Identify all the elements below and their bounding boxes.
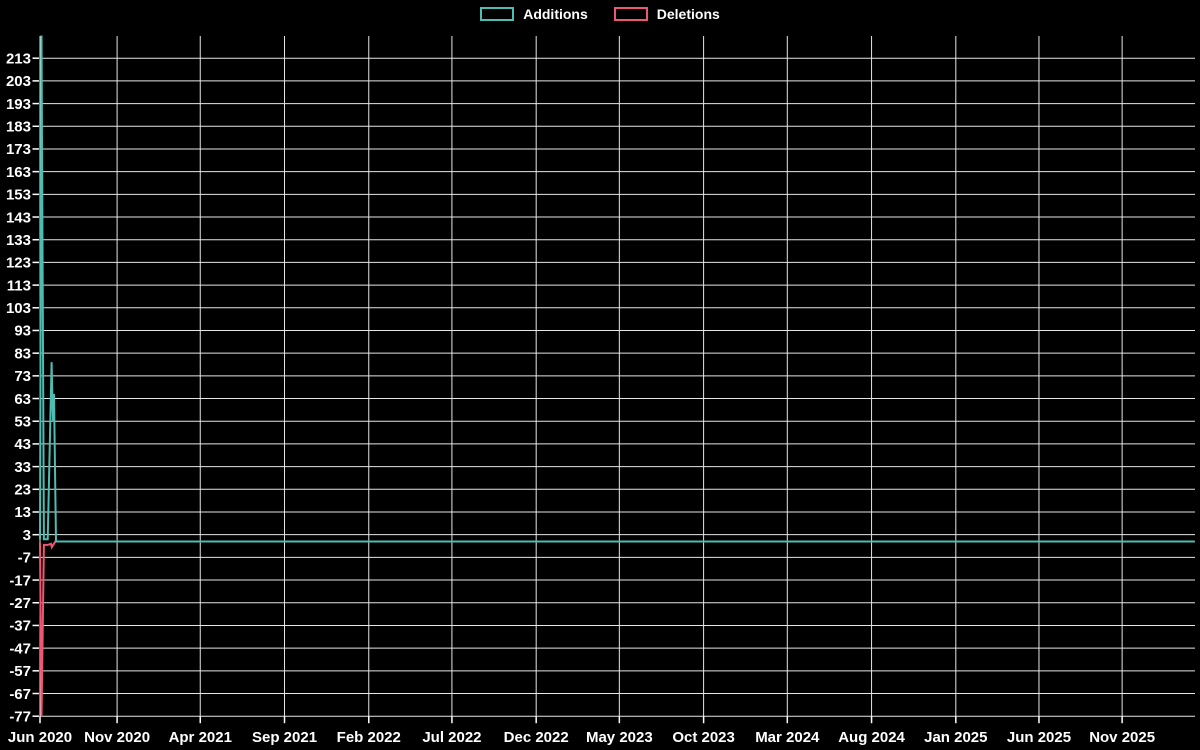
deletions-legend-label: Deletions [656, 6, 720, 22]
y-tick-label: 123 [6, 255, 31, 272]
x-tick-label: Nov 2025 [1089, 729, 1155, 746]
y-tick-label: 103 [6, 300, 31, 317]
y-tick-label: -17 [9, 572, 31, 589]
x-tick-label: May 2023 [586, 729, 653, 746]
legend-item-additions[interactable]: Additions [480, 7, 588, 21]
y-tick-label: 173 [6, 141, 31, 158]
y-tick-label: 53 [14, 413, 31, 430]
x-tick-label: Aug 2024 [838, 729, 905, 746]
x-tick-label: Nov 2020 [84, 729, 150, 746]
y-tick-label: 193 [6, 96, 31, 113]
chart-legend: Additions Deletions [0, 7, 1200, 21]
y-tick-label: 143 [6, 209, 31, 226]
x-tick-label: Feb 2022 [337, 729, 401, 746]
x-tick-label: Mar 2024 [755, 729, 820, 746]
x-tick-label: Oct 2023 [672, 729, 735, 746]
y-tick-label: 83 [14, 345, 31, 362]
y-tick-label: -57 [9, 663, 31, 680]
y-tick-label: 203 [6, 73, 31, 90]
x-tick-label: Jun 2020 [8, 729, 72, 746]
additions-color-swatch [480, 7, 515, 21]
y-tick-label: 163 [6, 164, 31, 181]
x-tick-label: Apr 2021 [169, 729, 232, 746]
x-tick-label: Jun 2025 [1007, 729, 1071, 746]
y-tick-label: -67 [9, 686, 31, 703]
x-tick-label: Sep 2021 [252, 729, 317, 746]
y-tick-label: 43 [14, 436, 31, 453]
y-tick-label: -7 [18, 550, 31, 567]
deletions-line [39, 540, 1195, 717]
legend-item-deletions[interactable]: Deletions [613, 6, 720, 22]
y-tick-label: 113 [7, 277, 31, 294]
y-tick-label: 93 [14, 323, 31, 340]
additions-legend-label: Additions [523, 6, 588, 22]
y-tick-label: -47 [9, 640, 31, 657]
x-tick-label: Dec 2022 [504, 729, 569, 746]
y-tick-label: 13 [14, 504, 31, 521]
x-tick-label: Jan 2025 [924, 729, 987, 746]
y-tick-label: -37 [9, 618, 31, 635]
deletions-color-swatch [613, 7, 648, 21]
y-tick-label: 183 [6, 119, 31, 136]
y-tick-label: 133 [6, 232, 31, 249]
y-tick-label: -27 [9, 595, 31, 612]
y-tick-label: 213 [6, 50, 31, 67]
y-tick-label: 3 [23, 527, 31, 544]
x-tick-label: Jul 2022 [422, 729, 481, 746]
y-tick-label: -77 [9, 708, 31, 725]
y-tick-label: 33 [14, 459, 31, 476]
y-tick-label: 73 [14, 368, 31, 385]
y-tick-label: 153 [6, 187, 31, 204]
y-tick-label: 63 [14, 391, 31, 408]
y-tick-label: 23 [14, 482, 31, 499]
additions-line [39, 35, 1195, 543]
